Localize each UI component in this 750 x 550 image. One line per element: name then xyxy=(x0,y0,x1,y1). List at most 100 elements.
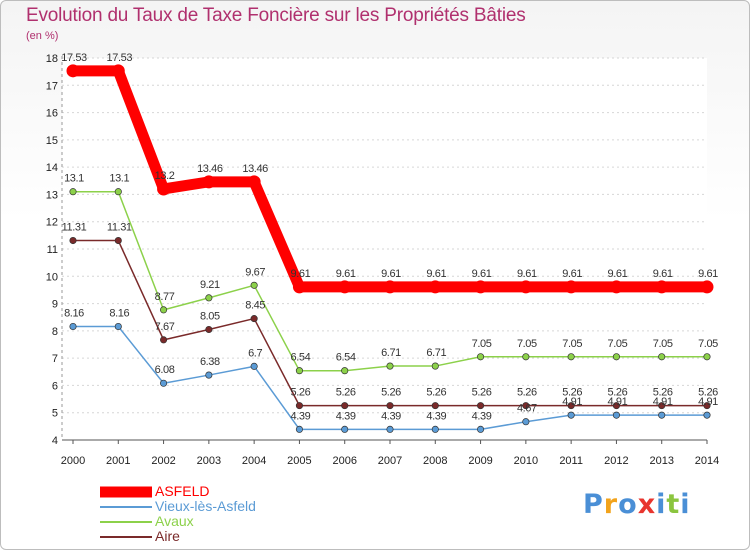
data-point xyxy=(612,411,620,419)
data-label: 9.21 xyxy=(200,279,220,291)
data-point xyxy=(69,322,77,331)
data-point xyxy=(522,353,530,361)
data-label: 4.91 xyxy=(608,396,628,408)
data-point xyxy=(612,353,620,361)
series-vieux-l-s-asfeld xyxy=(69,322,711,433)
data-label: 7.05 xyxy=(472,338,492,350)
data-point xyxy=(609,280,623,294)
data-label: 9.61 xyxy=(653,268,673,280)
data-point xyxy=(522,418,530,426)
data-point xyxy=(477,402,485,410)
data-label: 8.16 xyxy=(109,307,129,319)
y-tick-label: 17 xyxy=(46,80,58,92)
data-point xyxy=(247,175,261,189)
data-label: 8.77 xyxy=(155,291,175,303)
legend-swatch xyxy=(100,505,152,508)
data-label: 9.67 xyxy=(245,266,265,278)
data-label: 9.61 xyxy=(517,268,537,280)
data-point xyxy=(114,188,122,196)
data-label: 13.46 xyxy=(242,163,268,175)
series-aire xyxy=(69,236,711,410)
data-point xyxy=(250,315,258,323)
data-label: 4.67 xyxy=(517,403,537,415)
x-tick-label: 2001 xyxy=(106,455,130,467)
data-point xyxy=(69,188,77,196)
series-asfeld xyxy=(66,64,714,294)
data-point xyxy=(474,280,488,294)
data-point xyxy=(477,353,485,361)
line-chart: 4 5 6 7 8 9 10 11 12 13 14 15 16 17 18 2000 2001 2002 2003… xyxy=(46,52,719,467)
legend-swatch xyxy=(100,535,152,538)
data-label: 5.26 xyxy=(562,387,582,399)
data-label: 4.39 xyxy=(472,410,492,422)
series-avaux xyxy=(69,188,711,375)
data-label: 5.26 xyxy=(381,387,401,399)
y-tick-label: 14 xyxy=(46,162,58,174)
y-tick-label: 12 xyxy=(46,217,58,229)
data-point xyxy=(567,411,575,419)
data-point xyxy=(341,402,349,410)
data-point xyxy=(700,280,714,294)
data-label: 4.39 xyxy=(381,410,401,422)
x-tick-label: 2013 xyxy=(649,455,673,467)
y-tick-label: 7 xyxy=(52,353,58,365)
logo-letter: i xyxy=(680,489,691,520)
logo-letter: x xyxy=(637,489,657,520)
data-point xyxy=(612,402,620,410)
data-label: 7.67 xyxy=(155,321,175,333)
data-point xyxy=(338,280,352,294)
x-tick-label: 2002 xyxy=(151,455,175,467)
data-point xyxy=(567,402,575,410)
data-label: 7.05 xyxy=(608,338,628,350)
data-label: 5.26 xyxy=(517,387,537,399)
data-point xyxy=(160,306,168,314)
x-tick-label: 2012 xyxy=(604,455,628,467)
data-point xyxy=(658,411,666,419)
data-point xyxy=(202,175,216,189)
logo-letter: r xyxy=(603,489,619,520)
data-label: 8.45 xyxy=(245,300,265,312)
data-label: 4.39 xyxy=(426,410,446,422)
x-tick-label: 2011 xyxy=(559,455,583,467)
data-point xyxy=(431,402,439,410)
data-label: 17.53 xyxy=(61,52,87,64)
data-point xyxy=(69,236,77,245)
y-tick-label: 18 xyxy=(46,53,58,65)
x-tick-label: 2003 xyxy=(197,455,221,467)
data-point xyxy=(292,280,306,294)
data-label: 5.26 xyxy=(653,387,673,399)
data-point xyxy=(383,280,397,294)
y-tick-label: 9 xyxy=(52,299,58,311)
plot-area xyxy=(62,58,707,440)
data-label: 6.71 xyxy=(381,347,401,359)
logo-letter: t xyxy=(666,489,681,520)
x-tick-label: 2007 xyxy=(378,455,402,467)
data-label: 6.54 xyxy=(291,352,311,364)
y-tick-label: 8 xyxy=(52,326,58,338)
data-point xyxy=(111,64,125,78)
data-label: 6.38 xyxy=(200,356,220,368)
x-tick-label: 2008 xyxy=(423,455,447,467)
data-label: 5.26 xyxy=(426,387,446,399)
legend-label: ASFELD xyxy=(155,483,210,499)
data-label: 9.61 xyxy=(698,268,718,280)
data-label: 4.91 xyxy=(562,396,582,408)
data-label: 17.53 xyxy=(107,52,133,64)
data-point xyxy=(431,362,439,370)
data-point xyxy=(160,379,168,387)
data-label: 6.71 xyxy=(426,347,446,359)
data-point xyxy=(655,280,669,294)
proxiti-logo: Proxiti xyxy=(583,489,691,520)
data-label: 7.05 xyxy=(562,338,582,350)
data-label: 7.05 xyxy=(653,338,673,350)
data-point xyxy=(703,353,711,361)
data-label: 6.54 xyxy=(336,352,356,364)
data-label: 5.26 xyxy=(698,387,718,399)
data-point xyxy=(658,353,666,361)
data-label: 7.05 xyxy=(517,338,537,350)
data-label: 9.61 xyxy=(562,268,582,280)
data-point xyxy=(567,353,575,361)
logo-letter: o xyxy=(618,489,638,520)
logo-letter: i xyxy=(656,489,667,520)
data-point xyxy=(250,281,258,289)
